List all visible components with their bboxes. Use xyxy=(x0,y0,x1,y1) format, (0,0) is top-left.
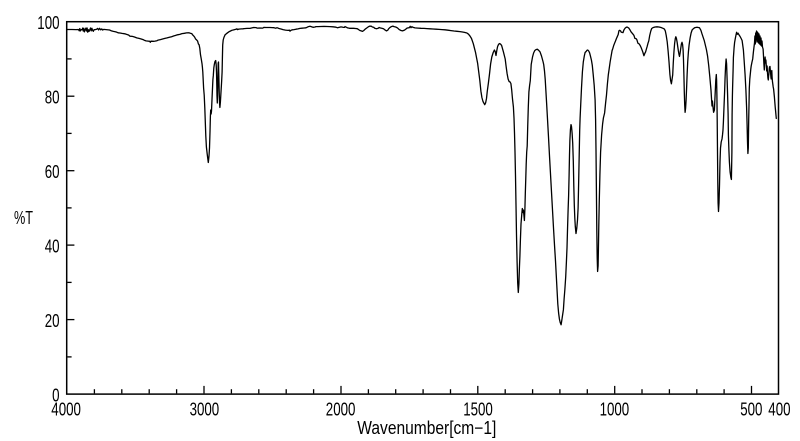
svg-text:0: 0 xyxy=(52,385,59,405)
svg-text:40: 40 xyxy=(45,236,60,256)
svg-text:3000: 3000 xyxy=(190,400,220,420)
svg-text:80: 80 xyxy=(45,88,60,108)
svg-text:1000: 1000 xyxy=(600,400,630,420)
svg-text:400: 400 xyxy=(768,400,790,420)
svg-text:60: 60 xyxy=(45,162,60,182)
svg-text:4000: 4000 xyxy=(51,400,81,420)
svg-text:20: 20 xyxy=(45,311,60,331)
svg-text:1500: 1500 xyxy=(463,400,493,420)
svg-text:%T: %T xyxy=(14,208,33,228)
svg-text:100: 100 xyxy=(37,13,59,33)
svg-text:2000: 2000 xyxy=(326,400,356,420)
svg-text:Wavenumber[cm−1]: Wavenumber[cm−1] xyxy=(357,418,496,438)
svg-text:500: 500 xyxy=(740,400,762,420)
